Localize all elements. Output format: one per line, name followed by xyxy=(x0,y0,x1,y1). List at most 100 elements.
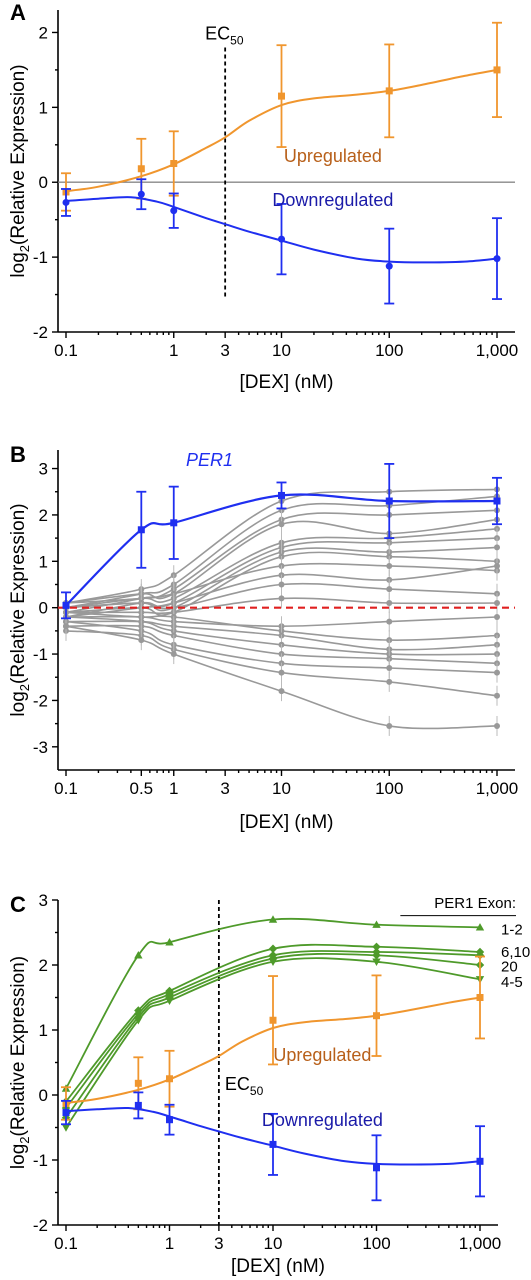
x-tick-label: 1,000 xyxy=(476,779,519,798)
data-point xyxy=(494,722,500,729)
x-tick-label: 1,000 xyxy=(459,1234,502,1253)
y-tick-label: -2 xyxy=(33,1216,48,1235)
x-tick-label: 1,000 xyxy=(476,341,519,360)
data-point xyxy=(385,262,393,270)
data-point xyxy=(372,920,381,928)
data-point xyxy=(494,600,500,607)
series-curve xyxy=(65,196,498,264)
ec50-label: EC50 xyxy=(205,23,244,47)
data-point xyxy=(386,618,393,625)
y-tick-label: 0 xyxy=(39,599,48,618)
x-tick-label: 10 xyxy=(264,1234,283,1253)
exon-curve xyxy=(65,952,481,1119)
data-point xyxy=(476,1157,484,1165)
data-point xyxy=(137,190,145,198)
exon-label: 4-5 xyxy=(501,974,523,991)
y-tick-label: 2 xyxy=(39,23,48,42)
data-point xyxy=(278,688,285,695)
data-point xyxy=(166,1116,173,1124)
data-point xyxy=(138,637,145,644)
gene-series xyxy=(63,616,500,736)
data-point xyxy=(385,87,393,95)
y-tick-label: 1 xyxy=(39,552,48,571)
data-point xyxy=(268,915,278,923)
exon-curve xyxy=(65,917,481,1089)
x-tick-label: 0.5 xyxy=(129,779,153,798)
y-axis-title: log2(Relative Expression) xyxy=(8,64,32,277)
x-tick-label: 1 xyxy=(169,341,178,360)
exon-curve xyxy=(65,957,481,1129)
data-point xyxy=(62,601,70,609)
panel-letter: B xyxy=(10,442,26,467)
x-tick-label: 0.1 xyxy=(54,1234,78,1253)
series-curve xyxy=(65,996,481,1104)
y-tick-label: -1 xyxy=(33,645,48,664)
y-tick-label: 3 xyxy=(39,460,48,479)
data-point xyxy=(134,1079,142,1087)
x-tick-label: 3 xyxy=(220,341,229,360)
data-point xyxy=(170,207,178,215)
data-point xyxy=(385,497,393,505)
data-point xyxy=(372,958,381,966)
y-tick-label: 1 xyxy=(39,98,48,117)
exon-curve xyxy=(65,950,481,1109)
y-axis-title: log2(Relative Expression) xyxy=(8,503,32,716)
data-point xyxy=(137,526,145,534)
data-point xyxy=(494,692,500,699)
data-point xyxy=(386,678,393,685)
exon-label: 6,10 xyxy=(501,944,530,961)
series-curve xyxy=(65,68,498,193)
y-tick-label: -2 xyxy=(33,691,48,710)
data-point xyxy=(386,586,393,593)
data-point xyxy=(170,651,177,658)
data-point xyxy=(386,664,393,671)
panel-letter: A xyxy=(10,0,26,25)
x-tick-label: 100 xyxy=(375,779,403,798)
series-per1 xyxy=(61,463,502,620)
y-tick-label: -1 xyxy=(33,1151,48,1170)
x-tick-label: 3 xyxy=(220,779,229,798)
data-point xyxy=(494,669,500,676)
series-label: Downregulated xyxy=(262,1110,383,1130)
data-point xyxy=(166,1075,173,1083)
series-downregulated xyxy=(61,178,502,305)
x-tick-label: 10 xyxy=(272,779,291,798)
y-tick-label: -1 xyxy=(33,248,48,267)
data-point xyxy=(165,993,174,1002)
y-tick-label: 3 xyxy=(39,891,48,910)
data-point xyxy=(268,944,278,953)
data-point xyxy=(494,613,500,620)
data-point xyxy=(278,521,285,528)
data-point xyxy=(170,519,178,527)
data-point xyxy=(386,722,393,729)
y-tick-label: -3 xyxy=(33,738,48,757)
data-point xyxy=(165,938,174,946)
data-point xyxy=(386,600,393,607)
x-axis-title: [DEX] (nM) xyxy=(240,812,334,833)
data-point xyxy=(62,1109,70,1117)
panel-a-chart: A -2 -1 0 1 2 0.1 1 3 10 100 1,000 [DEX] (nM) log2(Re… xyxy=(8,0,518,393)
series-downregulated xyxy=(61,1091,485,1202)
data-point xyxy=(63,623,69,630)
data-point xyxy=(134,1012,143,1022)
x-tick-label: 3 xyxy=(214,1234,223,1253)
data-point xyxy=(278,491,285,499)
x-axis-title: [DEX] (nM) xyxy=(231,1256,325,1277)
exon-curve xyxy=(65,943,481,1103)
data-point xyxy=(493,255,501,263)
y-tick-label: 0 xyxy=(39,1086,48,1105)
x-tick-label: 0.1 xyxy=(54,779,78,798)
data-point xyxy=(476,994,484,1001)
panel-c-chart: C -2 -1 0 1 2 3 0.1 1 3 10 100 1,000 [DEX] (nM) log2(R… xyxy=(8,891,530,1277)
exon-label: 20 xyxy=(501,958,518,975)
data-point xyxy=(493,497,501,505)
panel-letter: C xyxy=(10,892,26,917)
data-point xyxy=(269,1140,277,1148)
ec50-label: EC50 xyxy=(225,1074,264,1098)
data-point xyxy=(137,165,145,173)
x-tick-label: 0.1 xyxy=(54,341,78,360)
y-tick-label: -2 xyxy=(33,323,48,342)
data-point xyxy=(278,595,285,602)
x-tick-label: 1 xyxy=(169,779,178,798)
